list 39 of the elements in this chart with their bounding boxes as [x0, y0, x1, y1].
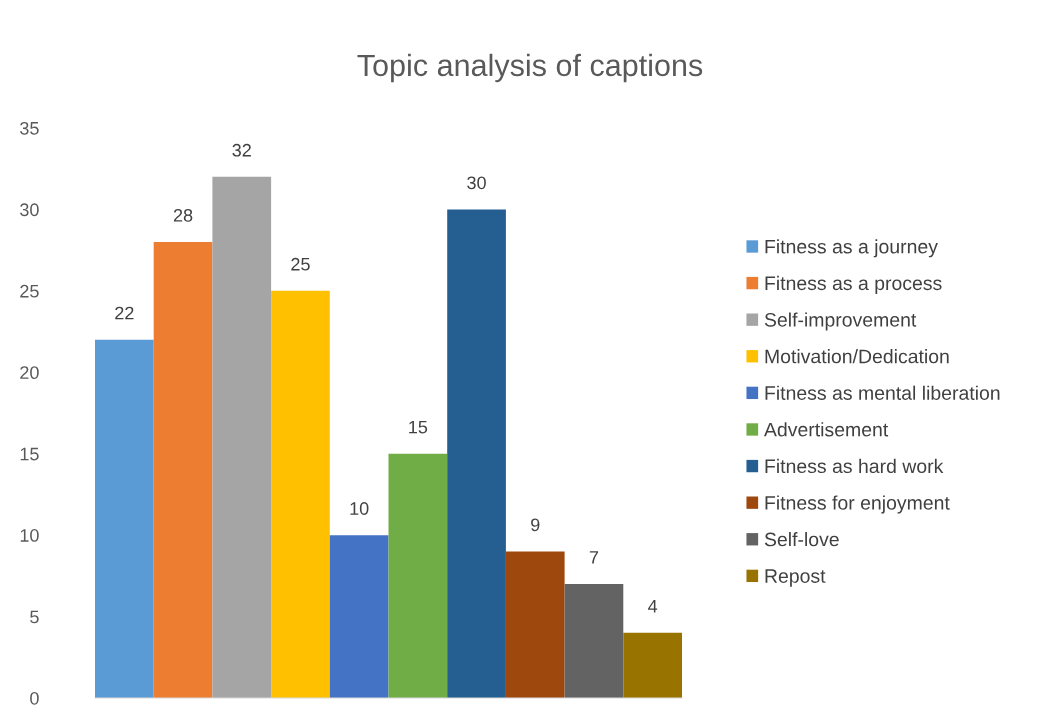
y-tick-label: 10 [20, 529, 39, 542]
y-tick-label: 20 [20, 366, 39, 380]
legend-label: Repost [765, 569, 826, 587]
legend-label: Fitness as a process [765, 275, 942, 294]
legend-label: Fitness for enjoyment [765, 495, 950, 514]
data-label: 22 [115, 306, 134, 320]
data-label: 7 [589, 551, 599, 564]
bar [212, 176, 272, 698]
bar [447, 209, 506, 698]
legend-label: Fitness as hard work [765, 458, 944, 474]
legend-label: Advertisement [764, 422, 889, 437]
y-tick-label: 25 [20, 284, 39, 298]
y-tick-label: 5 [30, 610, 39, 624]
bar [388, 453, 448, 698]
data-label: 30 [467, 176, 486, 190]
y-tick-label: 35 [20, 121, 39, 135]
legend-label: Motivation/Dedication [765, 349, 949, 364]
legend-label: Self-love [764, 532, 839, 547]
data-label: 32 [232, 143, 251, 157]
data-label: 4 [648, 600, 658, 613]
data-label: 9 [531, 518, 540, 532]
chart-title: Topic analysis of captions [357, 53, 703, 83]
legend-label: Fitness as a journey [765, 239, 938, 258]
bar [271, 290, 330, 698]
bar [95, 339, 154, 698]
y-tick-label: 0 [30, 691, 39, 705]
y-tick-label: 15 [20, 447, 39, 461]
legend-label: Fitness as mental liberation [765, 385, 1000, 400]
data-label: 15 [409, 420, 428, 434]
data-label: 28 [173, 208, 193, 222]
data-label: 25 [291, 257, 310, 271]
y-tick-label: 30 [20, 203, 39, 217]
legend-label: Self-improvement [764, 312, 917, 331]
bar [623, 632, 682, 698]
bar [505, 551, 565, 698]
bar [329, 535, 389, 698]
bar [153, 242, 213, 698]
data-label: 10 [350, 502, 369, 515]
bar [564, 584, 624, 698]
